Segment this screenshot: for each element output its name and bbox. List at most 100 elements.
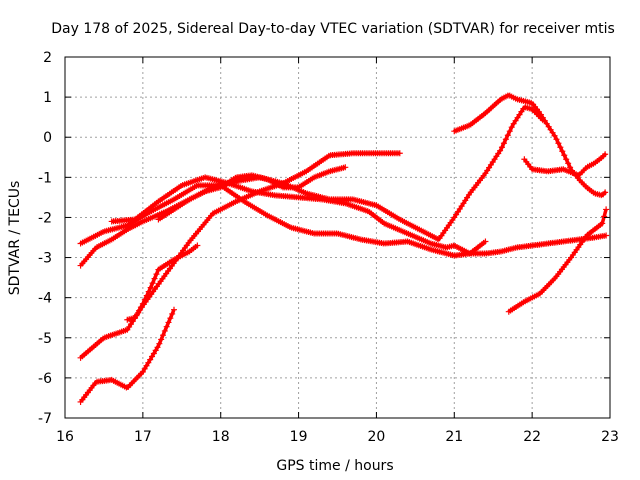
data-point (555, 140, 562, 147)
y-tick-label: -3 (38, 251, 52, 267)
data-point (602, 189, 609, 196)
data-point (141, 365, 148, 372)
y-axis-label: SDTVAR / TECUs (7, 181, 23, 296)
data-point (549, 129, 556, 136)
y-tick-label: -2 (38, 210, 52, 226)
data-point (149, 353, 156, 360)
data-point (502, 136, 509, 143)
data-point (545, 123, 552, 130)
data-point (543, 120, 550, 127)
data-point (169, 310, 176, 317)
data-point (601, 213, 608, 220)
data-point (134, 311, 141, 318)
data-point (143, 292, 150, 299)
data-point (135, 307, 142, 314)
data-point (160, 332, 167, 339)
series-track-5 (124, 242, 201, 323)
data-point (508, 124, 515, 131)
series-track-9 (521, 151, 609, 178)
x-tick-label: 19 (290, 429, 308, 445)
data-point (152, 347, 159, 354)
data-point (603, 232, 610, 239)
x-tick-label: 16 (56, 429, 74, 445)
x-tick-label: 21 (445, 429, 463, 445)
data-point (139, 368, 146, 375)
data-point (163, 323, 170, 330)
data-point (500, 140, 507, 147)
y-tick-label: -7 (38, 411, 52, 427)
data-point (396, 150, 403, 157)
axes: 16 17 18 19 20 21 22 23 -7 -6 -5 -4 -3 -2 -1 0 1 2 (38, 50, 619, 445)
data-point (506, 128, 513, 135)
data-point (137, 304, 144, 311)
data-point (516, 111, 523, 118)
data-point (553, 136, 560, 143)
y-tick-label: 0 (43, 130, 52, 146)
data-point (599, 220, 606, 227)
x-tick-label: 22 (523, 429, 541, 445)
data-point (565, 160, 572, 167)
data-point (158, 336, 165, 343)
grid-lines (65, 57, 610, 418)
data-point (482, 238, 489, 245)
data-point (537, 111, 544, 118)
data-point (167, 315, 174, 322)
y-tick-label: -5 (38, 331, 52, 347)
data-point (194, 242, 201, 249)
data-point (541, 117, 548, 124)
data-point (603, 206, 610, 213)
data-point (165, 319, 172, 326)
data-point (171, 306, 177, 313)
data-point (551, 132, 558, 139)
data-point (141, 296, 148, 303)
data-point (153, 271, 160, 278)
data-point (497, 147, 504, 154)
data-point (161, 327, 168, 334)
data-point (547, 126, 554, 133)
data-point (510, 120, 517, 127)
data-point (147, 356, 154, 363)
y-tick-label: 1 (43, 90, 52, 106)
series-track-10 (505, 206, 610, 315)
data-point (151, 275, 158, 282)
data-series (77, 92, 610, 405)
y-tick-label: 2 (43, 50, 52, 66)
data-point (518, 108, 525, 115)
x-tick-label: 17 (134, 429, 152, 445)
data-point (147, 284, 154, 291)
data-point (150, 350, 157, 357)
chart-title: Day 178 of 2025, Sidereal Day-to-day VTE… (51, 21, 615, 37)
data-point (154, 344, 161, 351)
data-point (561, 152, 568, 159)
data-point (514, 114, 521, 121)
x-axis-label: GPS time / hours (276, 458, 393, 474)
series-track-7 (108, 174, 610, 257)
data-point (156, 340, 163, 347)
data-point (145, 288, 152, 295)
data-point (149, 280, 156, 287)
plot-frame (64, 56, 611, 419)
y-tick-label: -6 (38, 371, 52, 387)
y-tick-label: -4 (38, 291, 52, 307)
y-tick-label: -1 (38, 170, 52, 186)
series-track-4 (77, 306, 177, 405)
data-point (145, 359, 152, 366)
data-point (143, 362, 150, 369)
data-point (539, 114, 546, 121)
x-tick-label: 20 (368, 429, 386, 445)
data-point (498, 144, 505, 151)
data-point (602, 151, 609, 158)
data-point (504, 132, 511, 139)
x-tick-label: 18 (212, 429, 230, 445)
data-point (512, 117, 519, 124)
data-point (563, 156, 570, 163)
x-tick-label: 23 (601, 429, 619, 445)
data-point (132, 314, 139, 321)
data-point (139, 300, 146, 307)
data-point (559, 148, 566, 155)
data-point (342, 164, 349, 171)
data-point (557, 144, 564, 151)
series-track-8 (451, 92, 609, 199)
